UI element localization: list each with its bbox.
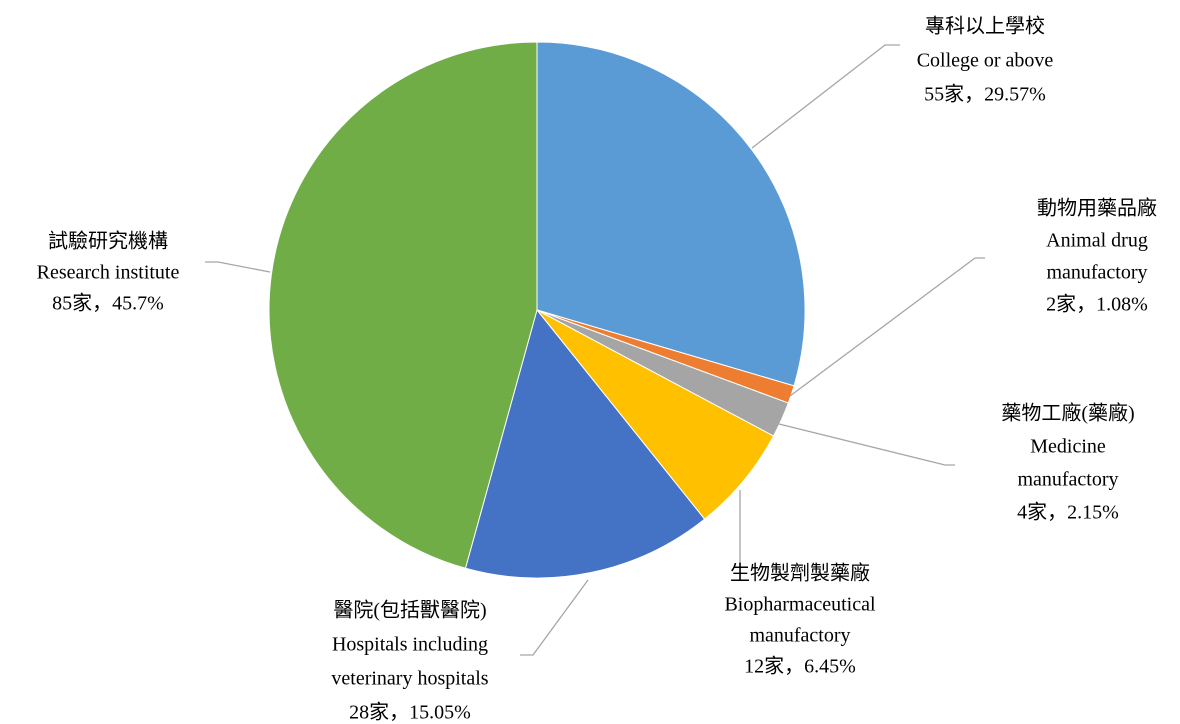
slice-label: 藥物工廠(藥廠)	[1001, 401, 1134, 425]
slice-label-en: College or above	[917, 50, 1054, 72]
leader-line	[205, 261, 271, 273]
slice-label-en: manufactory	[1046, 262, 1147, 284]
slice-label-en: veterinary hospitals	[331, 668, 488, 690]
slice-label: 醫院(包括獸醫院)	[333, 599, 486, 622]
slice-label-en: Animal drug	[1046, 230, 1148, 252]
slice-label: 生物製劑製藥廠	[730, 561, 870, 585]
pie-slice	[464, 308, 706, 579]
slice-label-en: Biopharmaceutical	[724, 594, 875, 616]
value-label: 55家，29.57%	[924, 83, 1046, 106]
slice-label-en: manufactory	[749, 625, 850, 647]
slice-label: 專科以上學校	[925, 15, 1045, 38]
value-label: 4家，2.15%	[1017, 501, 1119, 524]
pie-slice	[268, 41, 538, 569]
value-label: 28家，15.05%	[349, 701, 471, 724]
slice-label-en: Hospitals including	[332, 634, 488, 656]
slice-label: 試驗研究機構	[48, 230, 168, 253]
leader-line	[520, 579, 589, 656]
slice-label-en: Research institute	[37, 262, 180, 284]
slice-label-en: manufactory	[1017, 469, 1118, 491]
leader-line	[774, 422, 955, 466]
value-label: 2家，1.08%	[1046, 293, 1148, 316]
leader-line	[751, 44, 900, 149]
slice-label: 動物用藥品廠	[1037, 196, 1157, 220]
value-label: 85家，45.7%	[52, 292, 164, 315]
slice-label-en: Medicine	[1030, 436, 1106, 458]
pie-slice	[536, 41, 806, 387]
value-label: 12家，6.45%	[744, 655, 856, 678]
leader-line	[789, 257, 985, 397]
